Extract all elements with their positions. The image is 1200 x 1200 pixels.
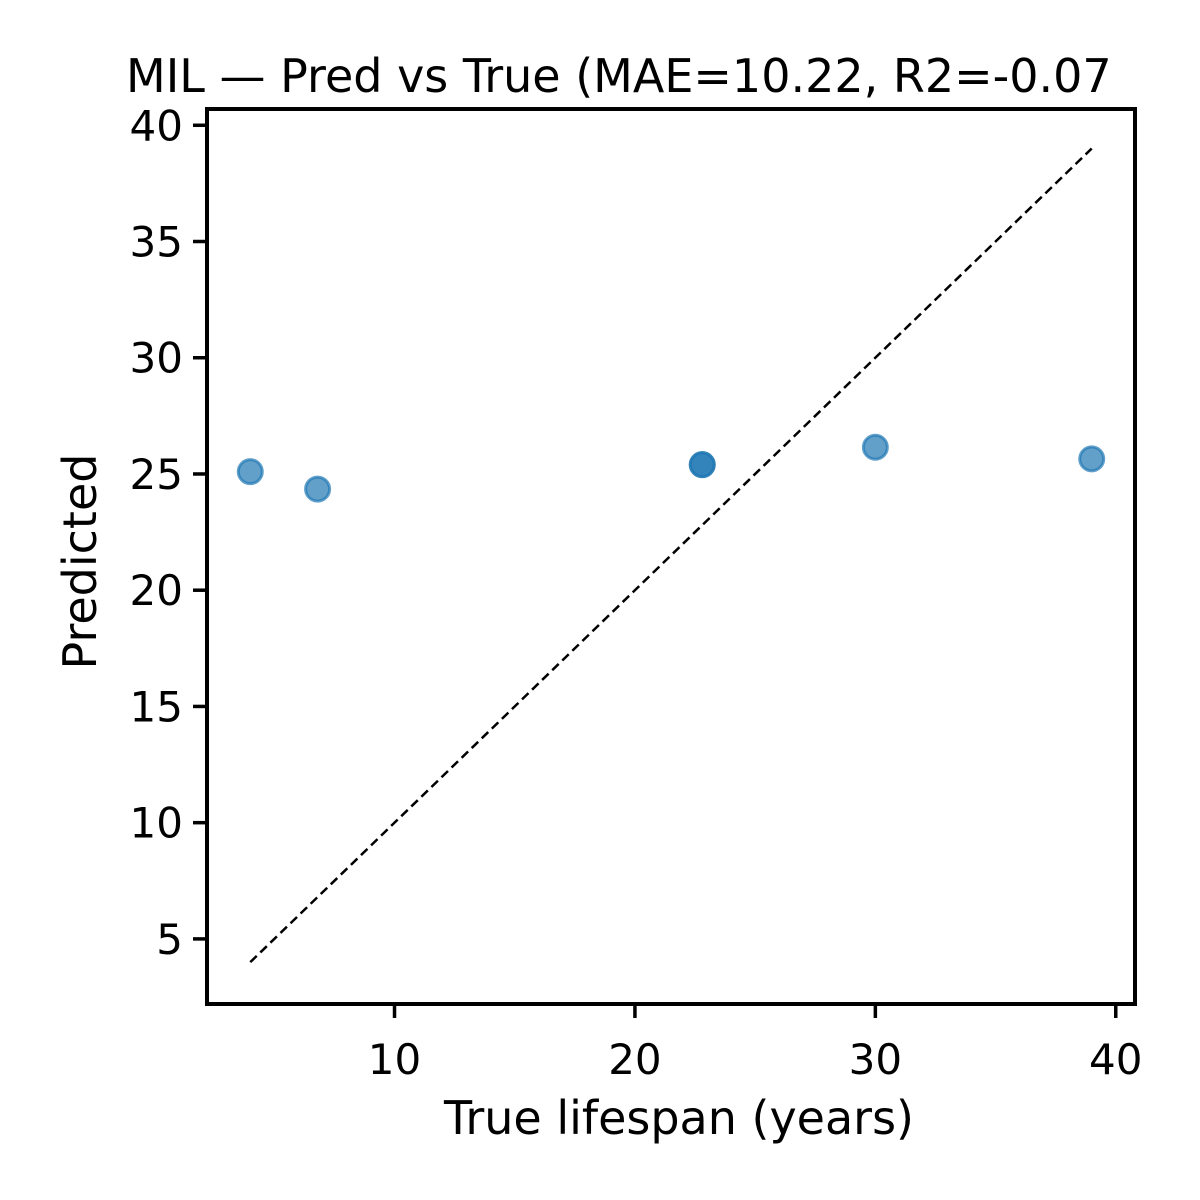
data-point (1078, 445, 1106, 473)
y-tick-label: 10 (130, 799, 183, 848)
x-tick-label: 30 (849, 1035, 902, 1084)
data-point (236, 458, 264, 486)
x-tick-label: 40 (1089, 1035, 1142, 1084)
data-point (304, 475, 332, 503)
y-tick-label: 25 (130, 450, 183, 499)
x-axis-label: True lifespan (years) (443, 1091, 914, 1145)
chart-title: MIL — Pred vs True (MAE=10.22, R2=-0.07 (126, 49, 1112, 103)
data-point (861, 433, 889, 461)
x-tick-label: 10 (368, 1035, 421, 1084)
data-point (688, 451, 716, 479)
y-tick-label: 35 (130, 218, 183, 267)
y-tick-label: 40 (130, 101, 183, 150)
plot-frame (205, 107, 1137, 1006)
y-tick-label: 15 (130, 682, 183, 731)
y-tick-label: 5 (156, 915, 183, 964)
y-tick-label: 30 (130, 334, 183, 383)
identity-reference-line (249, 147, 1093, 964)
y-axis-label: Predicted (53, 454, 107, 670)
axis-ticks: 10 20 30 40 5 10 15 20 25 30 35 40 (130, 101, 1143, 1084)
x-tick-label: 20 (608, 1035, 661, 1084)
plot-area (236, 147, 1106, 964)
y-tick-label: 20 (130, 566, 183, 615)
